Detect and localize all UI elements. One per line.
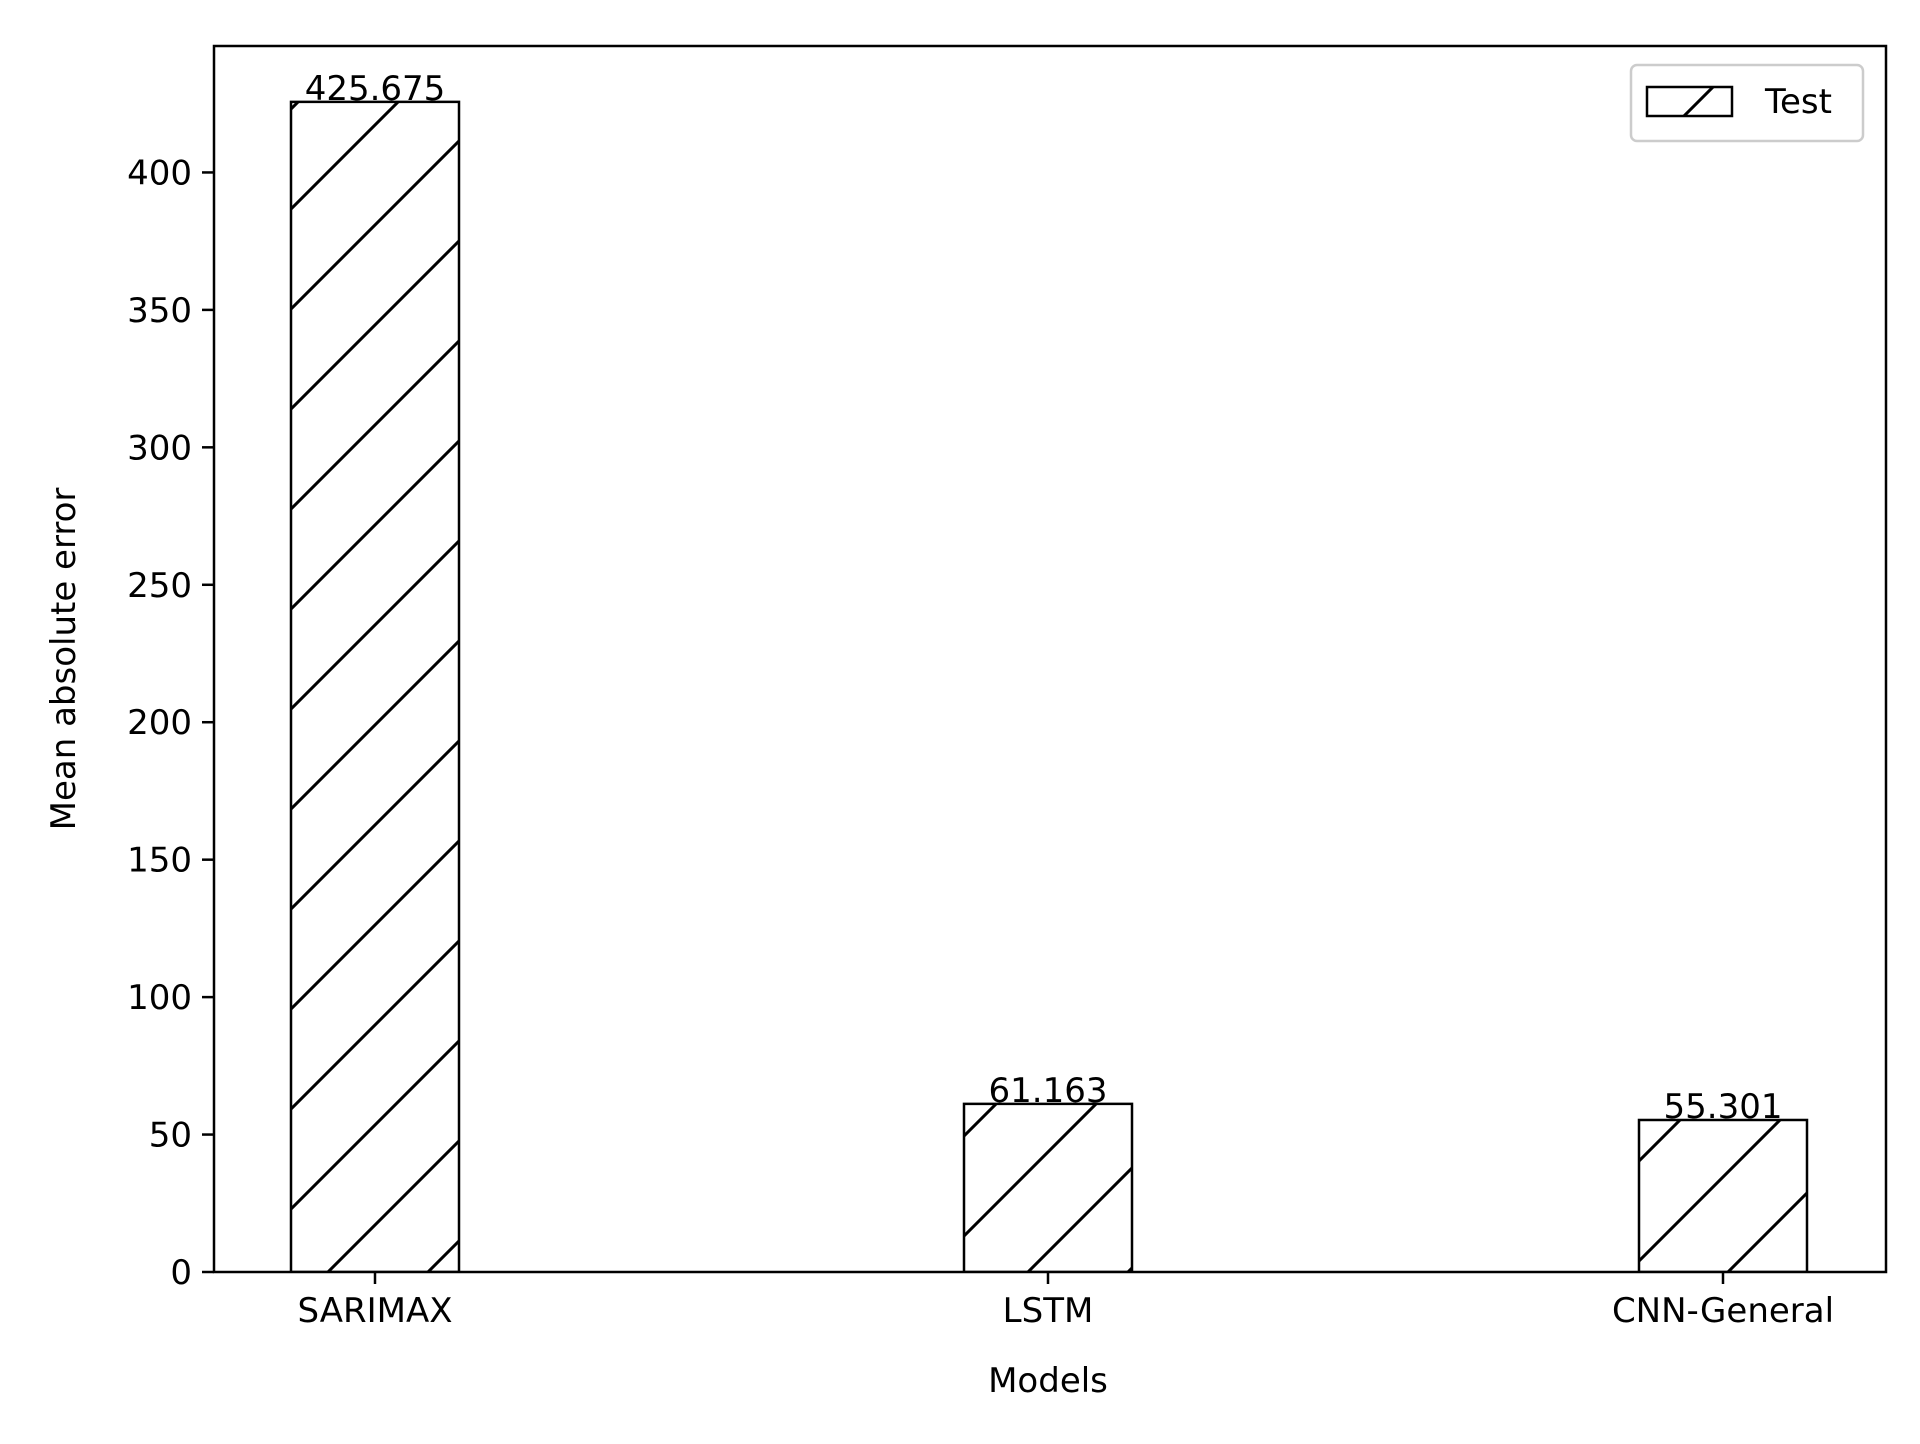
data-label-sarimax: 425.675	[305, 69, 446, 109]
x-axis-ticks: SARIMAX LSTM CNN-General	[297, 1272, 1834, 1331]
y-tick-label: 200	[127, 703, 192, 743]
data-label-lstm: 61.163	[989, 1071, 1108, 1111]
y-tick-label: 350	[127, 291, 192, 331]
legend[interactable]: Test	[1629, 63, 1865, 143]
x-tick-label: CNN-General	[1612, 1291, 1834, 1331]
x-tick-label: LSTM	[1003, 1291, 1094, 1331]
data-label-cnn-general: 55.301	[1664, 1087, 1783, 1127]
y-tick-label: 300	[127, 428, 192, 468]
y-tick-label: 400	[127, 153, 192, 193]
x-axis-title: Models	[988, 1361, 1108, 1401]
legend-label-test: Test	[1764, 82, 1832, 122]
bar-cnn-general[interactable]	[1637, 1118, 1809, 1272]
y-tick-label: 250	[127, 566, 192, 606]
y-axis-title: Mean absolute error	[44, 488, 84, 831]
bar-lstm[interactable]	[962, 1102, 1134, 1272]
y-axis-ticks: 0 50 100 150 200 250 300 350 400	[127, 153, 214, 1293]
y-tick-label: 150	[127, 841, 192, 881]
bar-sarimax[interactable]	[289, 100, 461, 1272]
bars-layer	[289, 100, 1809, 1272]
data-labels: 425.675 61.163 55.301	[305, 69, 1783, 1127]
y-tick-label: 100	[127, 978, 192, 1018]
y-tick-label: 0	[170, 1253, 192, 1293]
x-tick-label: SARIMAX	[297, 1291, 452, 1331]
legend-frame	[1629, 63, 1865, 143]
legend-swatch	[1645, 85, 1734, 118]
plot-frame	[212, 44, 1888, 1274]
y-tick-label: 50	[149, 1116, 192, 1156]
